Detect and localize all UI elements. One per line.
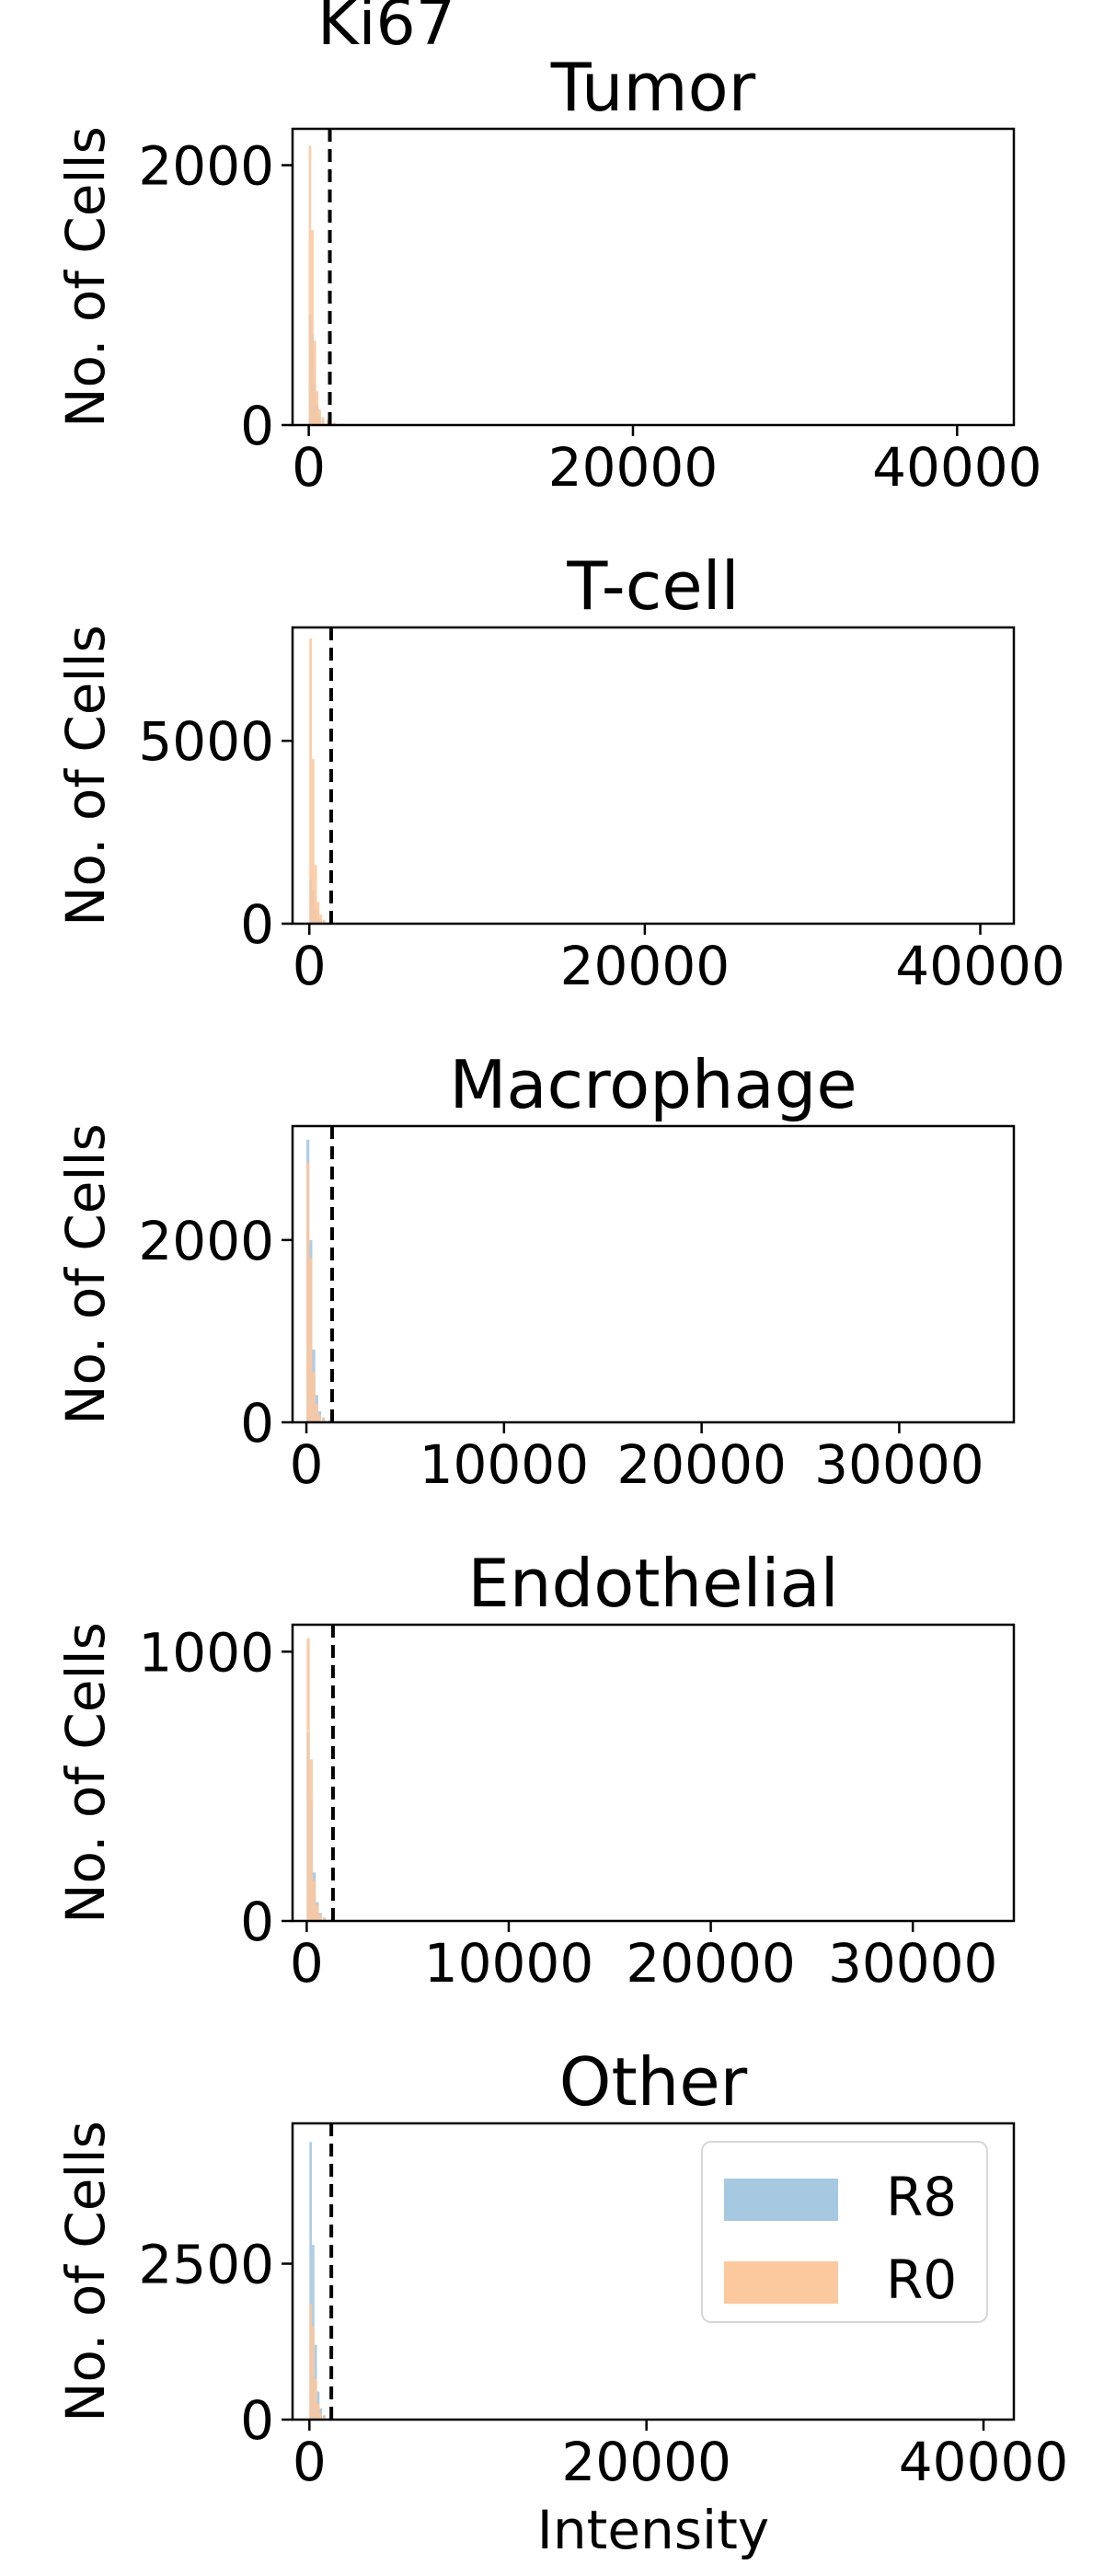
y-axis-label: No. of Cells bbox=[54, 126, 117, 428]
histogram-bar-r0 bbox=[316, 1904, 319, 1921]
histogram-bar-r0 bbox=[309, 2304, 313, 2420]
x-tick-label: 30000 bbox=[828, 1932, 998, 1995]
histogram-bar-r0 bbox=[322, 920, 326, 924]
histogram-bar-r0 bbox=[313, 340, 316, 425]
y-tick-label: 0 bbox=[240, 1392, 274, 1455]
legend-label-r0: R0 bbox=[886, 2248, 957, 2311]
panel-macrophage: Macrophage 0 10000 20000 30000 0 2000 No. of Ce… bbox=[54, 1046, 1016, 1496]
histogram-bar-r0 bbox=[318, 1914, 322, 1921]
panel-endothelial: Endothelial 0 10000 20000 30000 0 1000 No. of C… bbox=[54, 1545, 1016, 1995]
histogram-bar-r0 bbox=[326, 420, 329, 425]
x-tick-label: 20000 bbox=[616, 1433, 787, 1496]
panel-other: Other 0 20000 40000 0 2500 No. of Cells Intensi… bbox=[54, 2043, 1068, 2561]
y-tick-label: 2000 bbox=[138, 135, 274, 198]
histogram-bar-r0 bbox=[306, 1162, 310, 1422]
histogram-bar-r0 bbox=[314, 2378, 317, 2420]
panel-title: Other bbox=[559, 2043, 748, 2121]
y-axis-label: No. of Cells bbox=[54, 1123, 117, 1425]
histogram-bar-r0 bbox=[306, 1638, 310, 1921]
histogram-bar-r0 bbox=[308, 145, 312, 425]
histogram-bar-r0 bbox=[319, 2413, 323, 2420]
plot-frame bbox=[291, 1623, 1016, 1923]
x-tick-label: 0 bbox=[292, 436, 326, 499]
histogram-bar-r0 bbox=[333, 421, 336, 425]
x-tick-label: 0 bbox=[290, 1433, 324, 1496]
histogram-bar-r0 bbox=[321, 417, 325, 425]
x-tick-label: 20000 bbox=[561, 2431, 731, 2493]
histogram-bar-r0 bbox=[315, 1404, 318, 1422]
x-tick-label: 20000 bbox=[548, 436, 719, 499]
x-tick-label: 30000 bbox=[814, 1433, 984, 1496]
histogram-bar-r0 bbox=[318, 409, 321, 425]
histogram-bar-r0 bbox=[319, 914, 322, 924]
histogram-bar-r0 bbox=[316, 391, 319, 425]
panel-tumor: Tumor 0 20000 40000 0 2000 No. of Cells bbox=[54, 49, 1042, 499]
x-tick-label: 40000 bbox=[872, 436, 1042, 499]
x-tick-label: 0 bbox=[293, 2431, 327, 2493]
histogram-bar-r0 bbox=[317, 1415, 322, 1422]
x-tick-label: 20000 bbox=[560, 935, 730, 997]
y-tick-label: 2000 bbox=[138, 1210, 274, 1272]
panel-title: Endothelial bbox=[467, 1545, 838, 1622]
y-tick-label: 0 bbox=[240, 1891, 274, 1953]
histogram-bar-r0 bbox=[322, 1918, 327, 1921]
histogram-bar-r0 bbox=[311, 759, 315, 924]
x-tick-label: 40000 bbox=[899, 2431, 1069, 2493]
histogram-bar-r0 bbox=[312, 1372, 316, 1422]
histogram-bar-r0 bbox=[309, 1258, 313, 1422]
y-tick-label: 0 bbox=[240, 395, 274, 457]
y-axis-label: No. of Cells bbox=[54, 1622, 117, 1924]
y-axis-label: No. of Cells bbox=[54, 625, 117, 926]
histogram-bar-r0 bbox=[316, 2404, 320, 2420]
y-tick-label: 5000 bbox=[138, 710, 274, 773]
x-axis-label: Intensity bbox=[537, 2499, 769, 2561]
histogram-bar-r0 bbox=[309, 1759, 313, 1921]
histogram-bar-r0 bbox=[322, 1419, 326, 1422]
figure-title: Ki67 bbox=[317, 0, 455, 60]
y-tick-label: 1000 bbox=[138, 1621, 274, 1684]
histogram-bar-r0 bbox=[311, 230, 314, 425]
histogram-bar-r8 bbox=[309, 2142, 313, 2420]
panel-title: Tumor bbox=[550, 49, 756, 126]
legend-swatch-r0 bbox=[724, 2261, 838, 2304]
x-tick-label: 0 bbox=[293, 935, 327, 997]
y-tick-label: 2500 bbox=[138, 2234, 274, 2296]
panel-t-cell: T-cell 0 20000 40000 0 5000 No. of Cells bbox=[54, 547, 1065, 997]
plot-frame bbox=[291, 626, 1016, 926]
histogram-bar-r0 bbox=[309, 638, 312, 924]
histogram-bar-r0 bbox=[312, 2326, 315, 2420]
panel-title: Macrophage bbox=[449, 1046, 857, 1123]
legend-swatch-r8 bbox=[724, 2179, 838, 2221]
histogram-bar-r0 bbox=[316, 902, 320, 924]
x-tick-label: 10000 bbox=[424, 1932, 594, 1995]
plot-frame bbox=[291, 1124, 1016, 1424]
x-tick-label: 0 bbox=[290, 1932, 324, 1995]
x-tick-label: 10000 bbox=[420, 1433, 590, 1496]
histogram-bar-r0 bbox=[314, 865, 317, 924]
x-tick-label: 40000 bbox=[895, 935, 1065, 997]
histogram-bar-r0 bbox=[322, 2417, 326, 2420]
panel-title: T-cell bbox=[566, 547, 739, 625]
y-axis-label: No. of Cells bbox=[54, 2121, 117, 2422]
legend-label-r8: R8 bbox=[886, 2166, 957, 2228]
plot-frame bbox=[291, 127, 1016, 427]
plot-frame bbox=[291, 2122, 1016, 2421]
y-tick-label: 0 bbox=[240, 893, 274, 956]
y-tick-label: 0 bbox=[240, 2389, 274, 2452]
histogram-bar-r0 bbox=[312, 1880, 316, 1921]
x-tick-label: 20000 bbox=[626, 1932, 796, 1995]
